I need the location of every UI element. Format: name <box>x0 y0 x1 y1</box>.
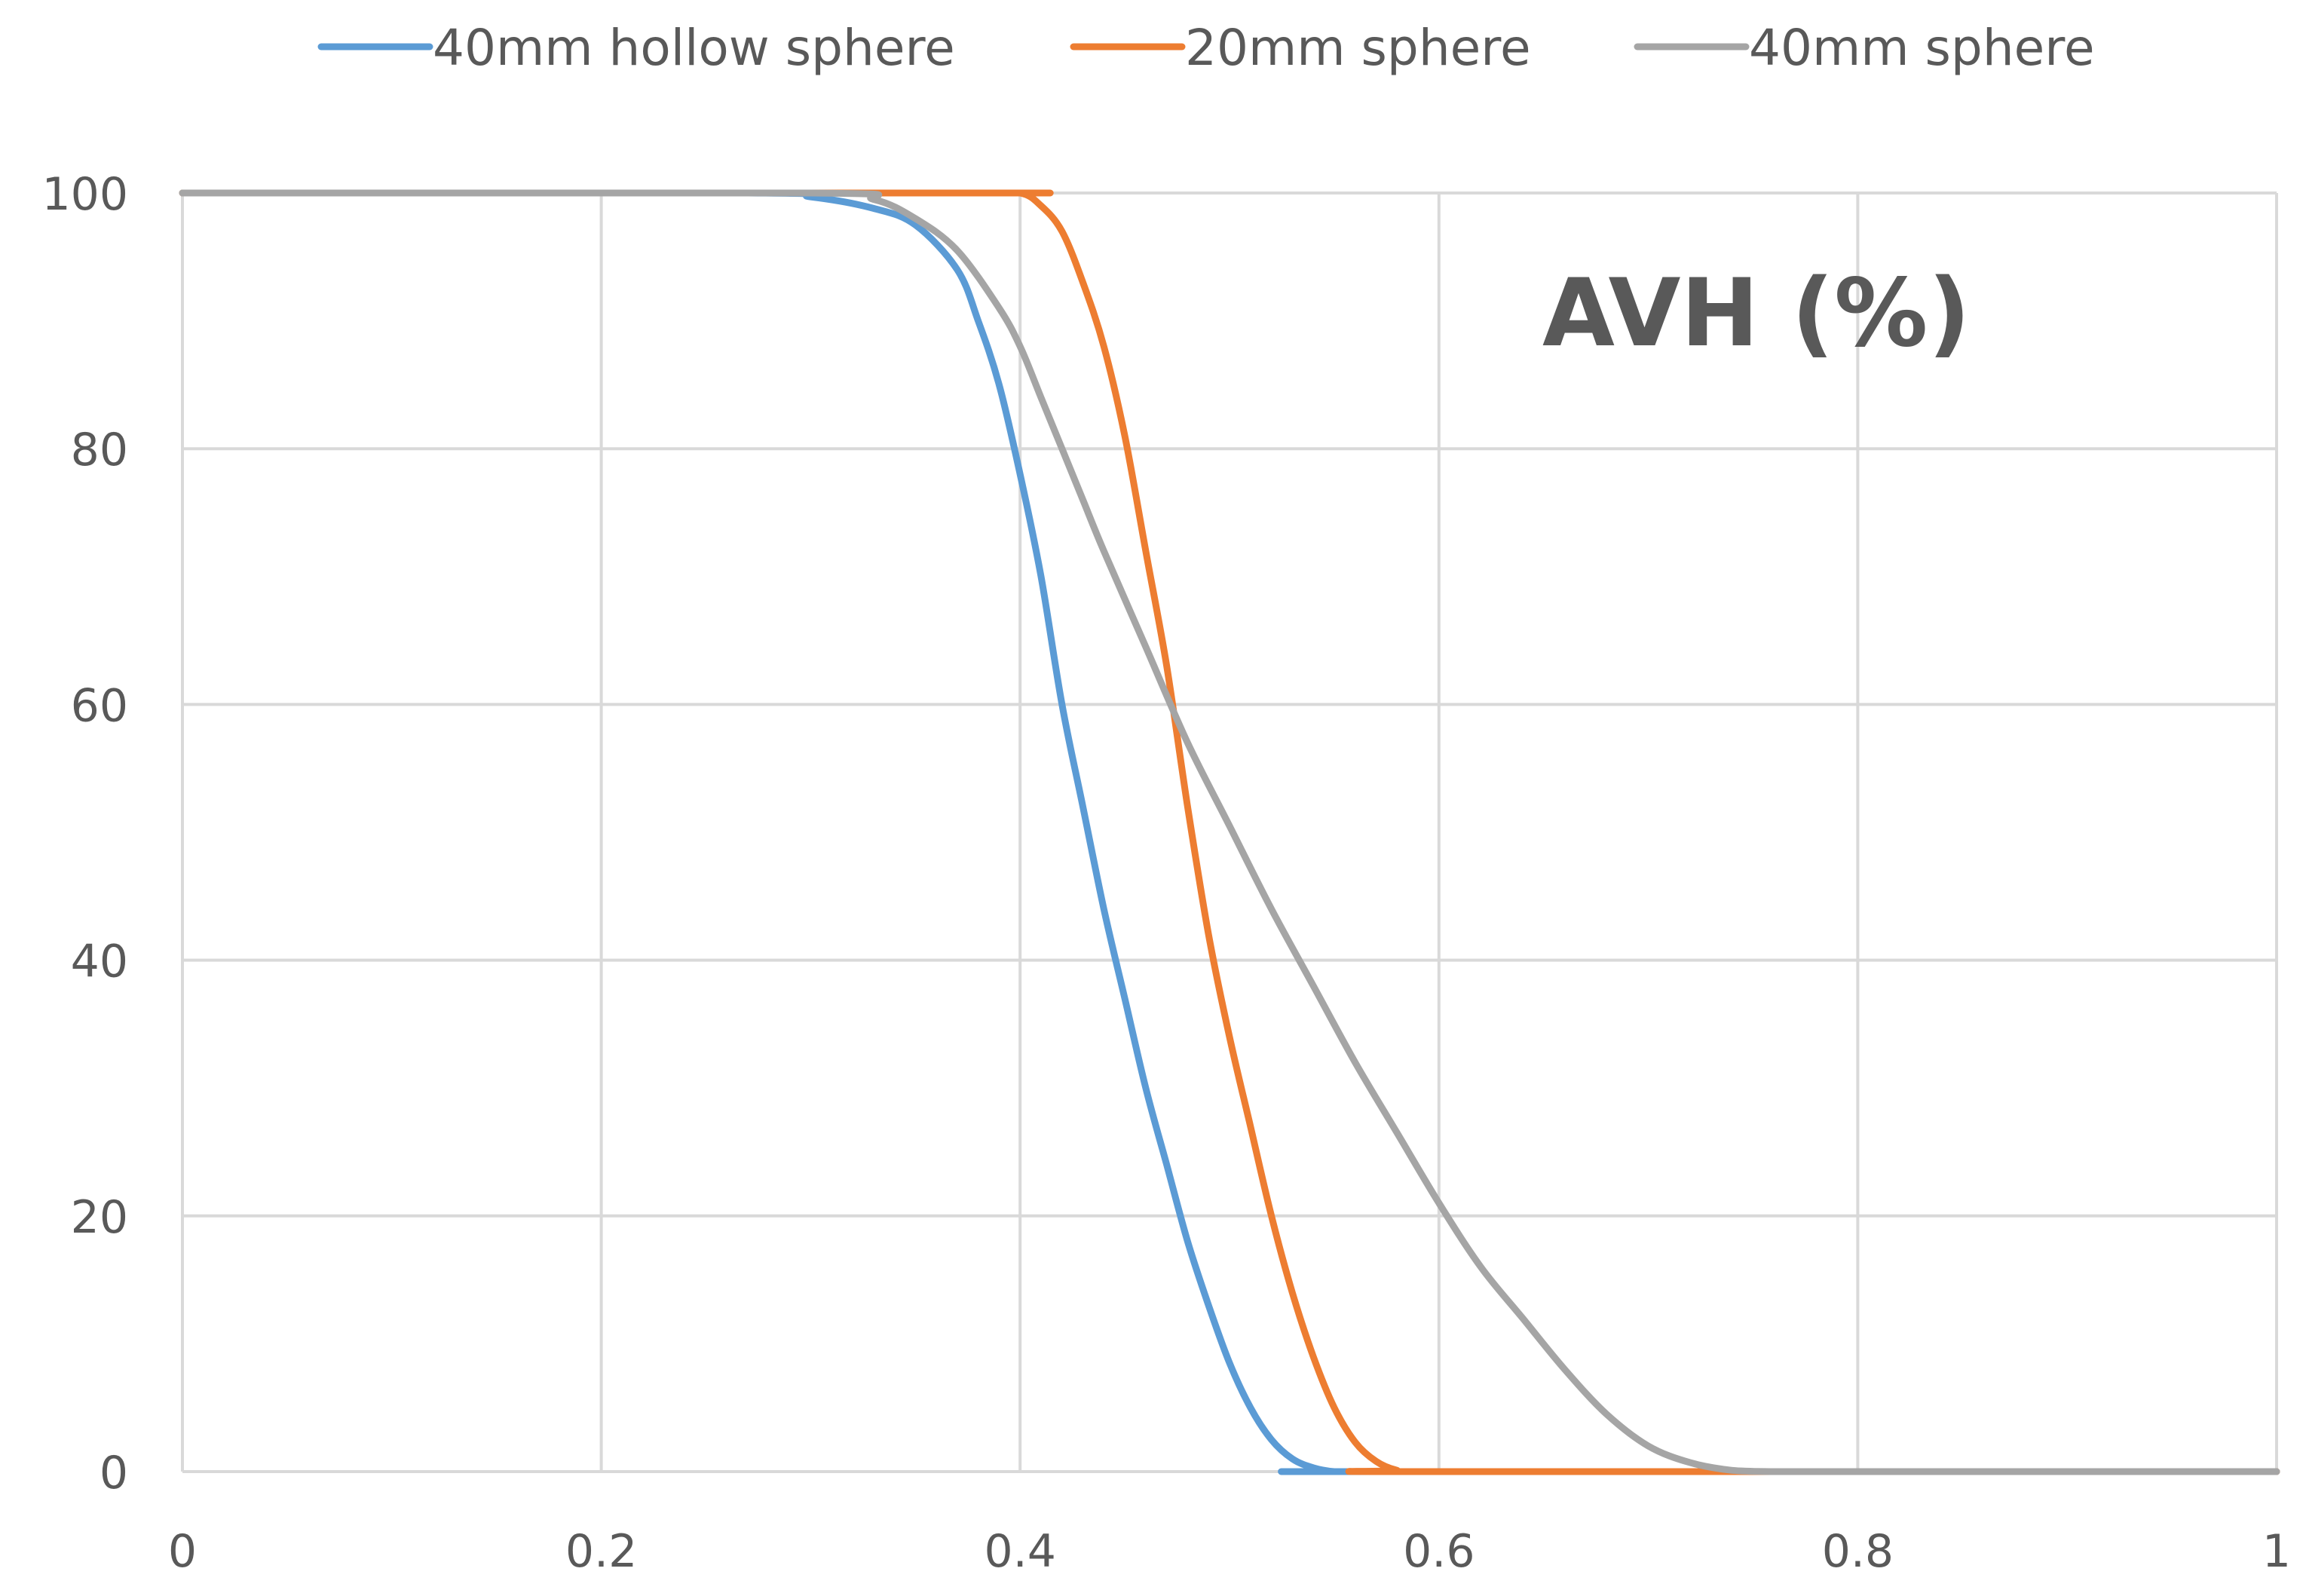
y-tick-label-100: 100 <box>41 168 128 221</box>
axes: 0 20 40 60 80 100 0 0.2 0.4 0.6 0.8 1 <box>41 168 2291 1578</box>
series-line-40mm-hollow-sphere <box>179 189 2280 1475</box>
y-tick-label-40: 40 <box>71 936 128 988</box>
legend: 40mm hollow sphere 20mm sphere 40mm sphere <box>317 19 2095 77</box>
x-tick-label-0: 0 <box>168 1525 197 1578</box>
y-tick-label-80: 80 <box>71 424 128 476</box>
x-tick-label-0.2: 0.2 <box>565 1525 637 1578</box>
legend-label-40mm-sphere: 40mm sphere <box>1749 19 2095 77</box>
x-tick-label-0.6: 0.6 <box>1403 1525 1475 1578</box>
legend-label-20mm-sphere: 20mm sphere <box>1185 19 1531 77</box>
y-tick-label-0: 0 <box>100 1447 128 1500</box>
y-tick-label-60: 60 <box>71 679 128 732</box>
x-tick-label-0.4: 0.4 <box>984 1525 1055 1578</box>
series-line-40mm-sphere <box>179 189 2280 1475</box>
series-lines <box>179 189 2280 1475</box>
legend-label-40mm-hollow-sphere: 40mm hollow sphere <box>433 19 955 77</box>
series-line-20mm-sphere <box>179 189 2280 1475</box>
x-tick-label-0.8: 0.8 <box>1822 1525 1894 1578</box>
x-tick-label-1: 1 <box>2262 1525 2291 1578</box>
chart-title: AVH (%) <box>1542 259 1971 368</box>
y-tick-label-20: 20 <box>71 1191 128 1244</box>
